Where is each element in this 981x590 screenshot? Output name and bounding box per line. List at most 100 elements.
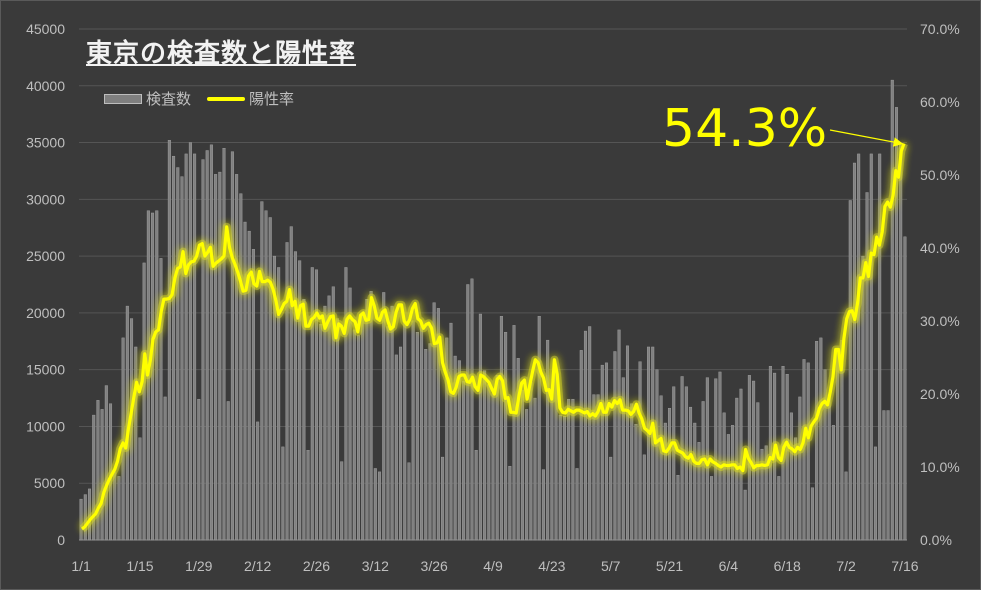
x-tick-label: 2/26 bbox=[303, 558, 330, 574]
latest-positivity-annotation: 54.3% bbox=[662, 99, 828, 159]
right-tick-label: 70.0% bbox=[920, 21, 960, 37]
test-count-bar bbox=[869, 153, 873, 541]
test-count-bar bbox=[604, 362, 608, 541]
test-count-bar bbox=[310, 267, 314, 541]
test-count-bar bbox=[361, 312, 365, 541]
test-count-bar bbox=[676, 475, 680, 541]
test-count-bar bbox=[155, 210, 159, 541]
test-count-bar bbox=[886, 410, 890, 541]
test-count-bar bbox=[483, 370, 487, 541]
test-count-bar bbox=[298, 260, 302, 541]
x-tick-label: 5/21 bbox=[656, 558, 683, 574]
test-count-bar bbox=[209, 144, 213, 541]
test-count-bar bbox=[205, 150, 209, 541]
test-count-bar bbox=[890, 79, 894, 541]
test-count-bar bbox=[760, 448, 764, 541]
test-count-bar bbox=[378, 471, 382, 541]
test-count-bar bbox=[722, 412, 726, 541]
test-count-bar bbox=[647, 346, 651, 541]
test-count-bar bbox=[197, 398, 201, 541]
test-count-bar bbox=[693, 422, 697, 541]
test-count-bar bbox=[852, 162, 856, 541]
test-count-bar bbox=[201, 159, 205, 541]
test-count-bar bbox=[478, 313, 482, 541]
x-tick-label: 2/12 bbox=[244, 558, 271, 574]
test-count-bar bbox=[508, 465, 512, 541]
test-count-bar bbox=[264, 210, 268, 541]
test-count-bar bbox=[411, 320, 415, 541]
test-count-bar bbox=[214, 174, 218, 541]
test-count-bar bbox=[449, 322, 453, 541]
test-count-bar bbox=[567, 398, 571, 541]
x-tick-label: 5/7 bbox=[601, 558, 621, 574]
x-tick-label: 7/2 bbox=[836, 558, 856, 574]
right-tick-label: 20.0% bbox=[920, 386, 960, 402]
test-count-bar bbox=[857, 153, 861, 541]
left-tick-label: 40000 bbox=[26, 78, 65, 94]
test-count-bar bbox=[701, 401, 705, 541]
test-count-bar bbox=[668, 408, 672, 541]
right-tick-label: 30.0% bbox=[920, 313, 960, 329]
x-tick-label: 7/16 bbox=[891, 558, 918, 574]
test-count-bar bbox=[726, 434, 730, 541]
x-tick-label: 1/29 bbox=[185, 558, 212, 574]
test-count-bar bbox=[432, 302, 436, 541]
test-count-bar bbox=[293, 251, 297, 541]
test-count-bar bbox=[184, 153, 188, 541]
test-count-bar bbox=[827, 394, 831, 541]
test-count-bar bbox=[789, 412, 793, 541]
test-count-bar bbox=[764, 445, 768, 541]
test-count-bar bbox=[625, 345, 630, 541]
test-count-bar bbox=[172, 155, 176, 541]
test-count-bar bbox=[441, 456, 445, 541]
test-count-bar bbox=[340, 461, 344, 541]
test-count-bar bbox=[794, 437, 798, 541]
test-count-bar bbox=[491, 393, 495, 541]
test-count-bar bbox=[319, 324, 323, 541]
test-count-bar bbox=[499, 316, 503, 541]
test-count-bar bbox=[756, 402, 760, 541]
test-count-bar bbox=[415, 331, 419, 541]
legend-label-positivity: 陽性率 bbox=[249, 90, 295, 108]
test-count-bar bbox=[365, 299, 369, 541]
test-count-bar bbox=[504, 331, 508, 541]
chart-title: 東京の検査数と陽性率 bbox=[86, 39, 357, 69]
test-count-bar bbox=[138, 437, 142, 541]
right-axis: 0.0% 10.0% 20.0% 30.0% 40.0% 50.0% 60.0% 70.0% bbox=[920, 21, 960, 548]
test-count-bar bbox=[357, 335, 361, 541]
test-count-bar bbox=[407, 462, 411, 541]
test-count-bar bbox=[495, 375, 499, 541]
test-count-bar bbox=[176, 167, 180, 541]
test-count-bar bbox=[600, 364, 604, 541]
test-count-bar bbox=[403, 321, 407, 541]
legend-line-swatch bbox=[207, 96, 246, 101]
test-count-bar bbox=[630, 403, 634, 541]
test-count-bar bbox=[134, 346, 138, 541]
test-count-bar bbox=[865, 192, 869, 541]
test-count-bar bbox=[672, 386, 676, 541]
test-count-bar bbox=[848, 200, 852, 541]
test-count-bar bbox=[777, 476, 781, 541]
test-count-bar bbox=[239, 193, 243, 541]
right-tick-label: 40.0% bbox=[920, 240, 960, 256]
test-count-bar bbox=[348, 287, 352, 541]
test-count-bar bbox=[806, 362, 810, 541]
test-count-bar bbox=[247, 230, 251, 541]
test-count-bar bbox=[819, 337, 823, 541]
chart-legend: 検査数 陽性率 bbox=[104, 88, 294, 109]
test-count-bar bbox=[899, 144, 903, 541]
test-count-bar bbox=[323, 305, 327, 541]
test-count-bar bbox=[642, 454, 646, 541]
positivity-line-path bbox=[81, 143, 906, 531]
left-tick-label: 35000 bbox=[26, 135, 65, 151]
legend-label-tests: 検査数 bbox=[146, 90, 192, 108]
test-count-bar bbox=[571, 398, 575, 541]
test-count-bar bbox=[697, 442, 701, 541]
test-count-bar bbox=[487, 384, 491, 541]
test-count-bar bbox=[113, 471, 117, 541]
x-tick-label: 4/9 bbox=[483, 558, 503, 574]
test-count-bar bbox=[373, 468, 377, 541]
x-tick-label: 6/18 bbox=[774, 558, 801, 574]
test-count-bar bbox=[117, 476, 121, 541]
left-tick-label: 30000 bbox=[26, 191, 65, 207]
